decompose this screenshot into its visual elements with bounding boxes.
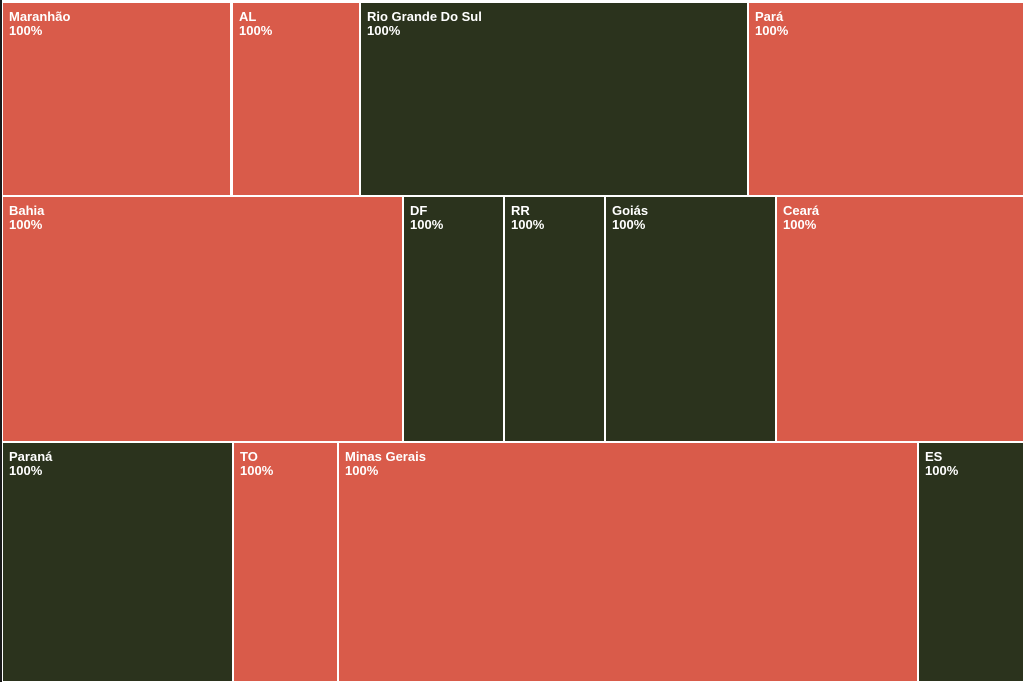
tile-label: Maranhão — [9, 9, 71, 24]
tile-value: 100% — [755, 23, 789, 38]
tile-value: 100% — [239, 23, 273, 38]
tile-label: Goiás — [612, 203, 649, 218]
treemap-tile-to[interactable]: TO 100% — [233, 442, 338, 682]
treemap-tile-minas-gerais[interactable]: Minas Gerais 100% — [338, 442, 918, 682]
tile-value: 100% — [345, 463, 379, 478]
tile-value: 100% — [240, 463, 274, 478]
treemap-tile-es[interactable]: ES 100% — [918, 442, 1024, 682]
treemap-tile-df[interactable]: DF 100% — [403, 196, 504, 442]
treemap-tile-goi-s[interactable]: Goiás 100% — [605, 196, 776, 442]
tile-label: Ceará — [783, 203, 820, 218]
tile-label: RR — [511, 203, 530, 218]
treemap-tile-al[interactable]: AL 100% — [232, 2, 360, 196]
tile-label: Bahia — [9, 203, 45, 218]
treemap-tile-cear-[interactable]: Ceará 100% — [776, 196, 1024, 442]
treemap-tile-paran-[interactable]: Paraná 100% — [2, 442, 233, 682]
tile-value: 100% — [410, 217, 444, 232]
tile-value: 100% — [925, 463, 959, 478]
tile-label: Pará — [755, 9, 784, 24]
treemap-tile-maranh-o[interactable]: Maranhão 100% — [2, 2, 231, 196]
tile-label: Paraná — [9, 449, 53, 464]
treemap-tile-rr[interactable]: RR 100% — [504, 196, 605, 442]
tile-value: 100% — [9, 23, 43, 38]
tile-value: 100% — [9, 217, 43, 232]
tile-value: 100% — [783, 217, 817, 232]
tile-value: 100% — [367, 23, 401, 38]
tile-value: 100% — [511, 217, 545, 232]
tile-value: 100% — [612, 217, 646, 232]
tile-label: TO — [240, 449, 258, 464]
tile-label: DF — [410, 203, 428, 218]
tile-label: AL — [239, 9, 257, 24]
tile-value: 100% — [9, 463, 43, 478]
tile-label: Minas Gerais — [345, 449, 426, 464]
tile-label: ES — [925, 449, 943, 464]
treemap-tile-bahia[interactable]: Bahia 100% — [2, 196, 403, 442]
treemap-tile-par-[interactable]: Pará 100% — [748, 2, 1024, 196]
tile-label: Rio Grande Do Sul — [367, 9, 482, 24]
treemap-tile-rio-grande-do-sul[interactable]: Rio Grande Do Sul 100% — [360, 2, 748, 196]
